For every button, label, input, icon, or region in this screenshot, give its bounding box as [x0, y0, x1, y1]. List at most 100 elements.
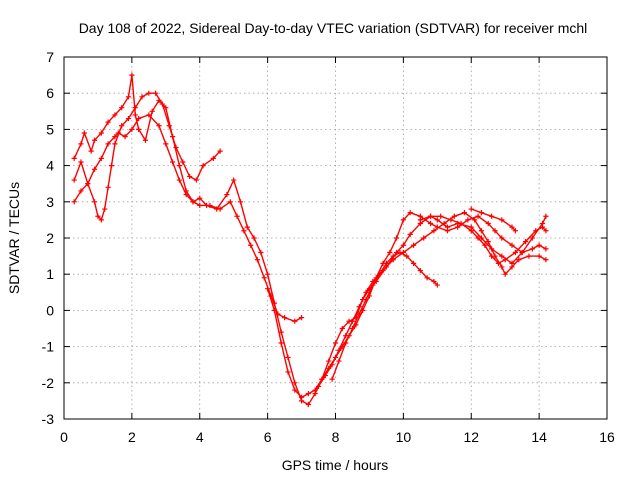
data-point — [536, 253, 542, 259]
data-point — [186, 173, 193, 180]
data-point — [441, 220, 447, 227]
data-point — [468, 206, 474, 212]
data-point — [71, 177, 77, 183]
data-point — [159, 101, 166, 107]
data-point — [244, 224, 250, 230]
x-axis-label: GPS time / hours — [282, 457, 389, 473]
data-point — [91, 137, 98, 143]
data-point — [421, 235, 427, 241]
data-point — [285, 369, 291, 375]
data-point — [78, 188, 84, 194]
data-point — [132, 105, 138, 111]
data-point — [98, 155, 104, 161]
data-point — [516, 257, 522, 263]
data-point — [322, 372, 328, 379]
data-point — [458, 220, 464, 227]
data-point — [427, 220, 434, 227]
data-point — [475, 235, 481, 241]
data-point — [502, 271, 508, 277]
data-point — [193, 177, 199, 183]
data-point — [292, 380, 298, 386]
data-point — [81, 130, 87, 136]
data-point — [88, 148, 94, 154]
data-point — [115, 130, 121, 136]
data-point — [356, 311, 362, 317]
data-point — [434, 282, 440, 288]
data-point — [499, 235, 505, 241]
data-point — [478, 228, 485, 234]
data-point — [329, 362, 335, 368]
data-point — [197, 202, 203, 209]
series-line — [471, 208, 516, 232]
data-point — [234, 213, 240, 219]
data-point — [543, 228, 549, 234]
data-point — [485, 220, 491, 227]
data-point — [271, 307, 278, 313]
data-point — [305, 401, 311, 408]
data-point — [356, 304, 362, 310]
data-point — [197, 195, 203, 201]
data-point — [472, 217, 478, 223]
data-point — [275, 311, 281, 317]
data-point — [265, 271, 271, 277]
data-point — [251, 235, 257, 241]
data-point — [163, 141, 169, 147]
data-point — [105, 119, 111, 125]
series-line — [73, 114, 302, 323]
data-point — [499, 264, 505, 270]
data-point — [278, 340, 284, 346]
x-tick-label: 4 — [196, 429, 204, 445]
data-point — [112, 134, 118, 140]
data-point — [98, 130, 104, 136]
data-point — [336, 358, 342, 364]
data-point — [292, 318, 298, 324]
x-tick-label: 6 — [264, 429, 272, 445]
data-point — [329, 376, 335, 382]
data-point — [170, 159, 176, 165]
data-point — [509, 264, 515, 270]
data-point — [281, 315, 288, 321]
data-point — [404, 253, 410, 259]
x-tick-label: 16 — [599, 429, 615, 445]
data-point — [217, 206, 223, 212]
data-point — [363, 296, 369, 303]
data-point — [478, 210, 485, 216]
data-point — [502, 257, 508, 263]
data-point — [387, 249, 393, 256]
data-point — [536, 242, 542, 248]
series-line — [73, 74, 547, 406]
data-point — [200, 163, 206, 169]
data-point — [519, 249, 525, 256]
data-point — [237, 199, 244, 205]
series-line — [317, 211, 547, 387]
data-point — [312, 387, 318, 393]
data-point — [349, 325, 356, 332]
y-tick-label: -1 — [42, 339, 55, 355]
data-point — [461, 210, 468, 216]
data-point — [424, 275, 430, 281]
data-point — [475, 213, 481, 219]
data-point — [400, 242, 406, 248]
data-point — [482, 242, 488, 248]
data-point — [112, 141, 118, 147]
data-point — [410, 242, 417, 248]
data-point — [543, 246, 549, 252]
data-point — [326, 358, 332, 364]
data-point — [363, 289, 369, 295]
data-point — [298, 394, 305, 400]
data-point — [241, 228, 247, 234]
data-point — [132, 112, 138, 118]
data-point — [343, 333, 349, 339]
data-point — [529, 235, 535, 241]
data-point — [315, 383, 322, 390]
data-point — [217, 148, 223, 154]
data-point — [438, 213, 444, 219]
data-point — [176, 177, 182, 183]
data-point — [258, 249, 264, 256]
data-point — [122, 134, 128, 140]
data-point — [489, 253, 495, 259]
data-point — [136, 115, 142, 122]
data-point — [149, 108, 155, 114]
data-point — [336, 347, 342, 353]
data-point — [393, 235, 400, 241]
